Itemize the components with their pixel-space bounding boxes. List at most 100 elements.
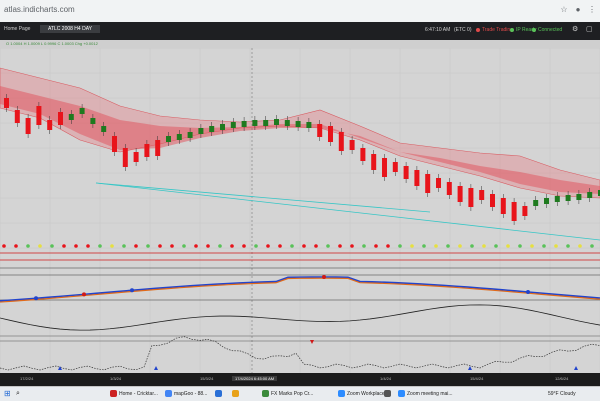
trendline-lower[interactable] [95,182,600,241]
signal-dot [554,244,558,248]
bull-candle [306,122,312,128]
trendline-upper[interactable] [95,182,431,213]
bull-candle [576,194,582,200]
signal-dot [26,244,30,248]
taskbar-app[interactable]: Zoom Workplace [338,389,385,399]
bull-candle [544,198,549,204]
oscillator-orange-line [0,277,600,303]
ohlc-strip: O 1.0004 H 1.0009 L 0.9996 C 1.0003 Chg … [0,40,600,48]
signal-dot [482,244,486,248]
start-icon[interactable]: ⊞ [4,389,11,398]
signal-dot [566,244,570,248]
bull-candle [263,120,269,126]
signal-dot [38,244,42,248]
signal-dot [206,244,210,248]
search-icon[interactable]: ⌕ [16,390,20,397]
taskbar-app[interactable] [232,389,241,399]
signal-dot [194,244,198,248]
app-icon [338,390,345,398]
taskbar-app[interactable]: Zoom meeting mai... [398,389,453,399]
taskbar-app-label: Home - Cricktar... [119,391,158,397]
status-dot-icon [510,27,514,32]
bear-candle [4,98,9,108]
taskbar-app[interactable]: mapGoo - 88... [165,389,207,399]
app-icon [262,390,269,398]
signal-dot [590,244,594,248]
time-label: 15/4/24 [470,376,484,381]
bear-candle [511,202,517,221]
time-label: 1/3/24 [110,376,122,381]
bull-candle [79,108,85,114]
bear-candle [403,166,409,179]
bear-candle [47,120,53,130]
oscillator-marker [526,289,530,294]
taskbar-app[interactable] [215,389,224,399]
profile-icon[interactable]: ● [575,5,581,14]
bull-candle [187,132,193,138]
signal-dot [50,244,54,248]
signal-dot [362,244,366,248]
taskbar-app[interactable] [384,389,393,399]
signal-dot [410,244,414,248]
signal-dot [278,244,282,248]
bear-candle [436,178,441,188]
oscillator-blue-line [0,276,600,302]
down-arrow-icon [310,340,314,344]
bear-candle [479,190,485,200]
star-icon[interactable]: ☆ [560,5,568,14]
signal-dot [254,244,258,248]
bull-candle [90,118,96,124]
bear-candle [371,154,377,170]
oscillator-marker [34,296,38,301]
signal-dot [182,244,186,248]
bull-candle [252,120,258,126]
signal-dot [434,244,438,248]
bear-candle [500,198,506,214]
cloud-inner [0,86,600,194]
bull-candle [241,121,247,127]
signal-dot [218,244,222,248]
bear-candle [328,126,333,142]
oscillator-marker [322,275,326,280]
bull-candle [230,122,236,128]
market-text: (ETC 0) [454,27,472,33]
bear-candle [58,112,63,125]
bull-candle [101,126,107,132]
status-dot-icon [476,27,480,32]
indicator-status-label: IP Ready [516,27,537,33]
signal-dot [2,244,6,248]
bear-candle [317,124,323,137]
bull-candle [554,196,560,202]
time-label: 15/3/24 [200,376,214,381]
signal-dot [98,244,102,248]
app-header: Home Page ATLC 2008 H4 DAY 6:47:10 AM (E… [0,22,600,40]
time-axis: 17/2/24 1/3/24 15/3/24 17/4/2024 6:45:00… [0,373,600,386]
taskbar-app[interactable]: FX Marks Pop Cr... [262,389,313,399]
menu-icon[interactable]: ⋮ [588,5,596,14]
taskbar-app-label: Zoom meeting mai... [407,391,453,397]
indicator-status: IP Ready [510,27,536,33]
taskbar: ⊞ ⌕ Home - Cricktar... mapGoo - 88... FX… [0,386,600,401]
tab-symbol[interactable]: ATLC 2008 H4 DAY [40,25,101,33]
app-icon [110,390,117,398]
window-icon[interactable]: ▢ [586,26,593,33]
up-arrow-icon [468,366,472,370]
address-bar[interactable]: atlas.indicharts.com [4,5,75,14]
signal-dot [338,244,342,248]
taskbar-app[interactable]: Home - Cricktar... [110,389,158,399]
signal-dot [122,244,126,248]
bear-candle [382,158,387,177]
chart-area[interactable] [0,48,600,373]
connection-status-label: Connected [538,27,563,33]
signal-dot [374,244,378,248]
weather-widget[interactable]: 59°F Cloudy [548,391,576,397]
up-arrow-icon [58,366,62,370]
signal-dot [470,244,474,248]
tab-home[interactable]: Home Page [4,26,31,32]
bear-candle [25,118,31,134]
taskbar-app-label: FX Marks Pop Cr... [271,391,314,397]
settings-icon[interactable]: ⚙ [572,26,579,33]
bull-candle [587,192,593,198]
bear-candle [446,182,452,195]
time-label: 17/2/24 [20,376,34,381]
